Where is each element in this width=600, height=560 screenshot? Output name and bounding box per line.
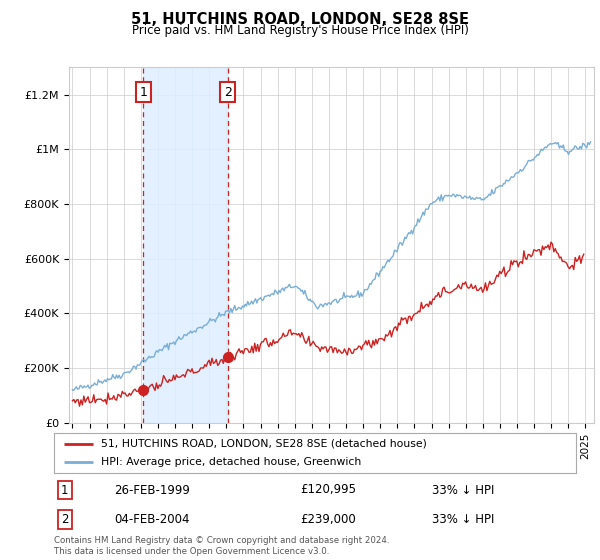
Text: £120,995: £120,995 [300, 483, 356, 497]
Text: 2: 2 [224, 86, 232, 99]
Text: 04-FEB-2004: 04-FEB-2004 [114, 513, 190, 526]
Text: 51, HUTCHINS ROAD, LONDON, SE28 8SE: 51, HUTCHINS ROAD, LONDON, SE28 8SE [131, 12, 469, 27]
Text: 33% ↓ HPI: 33% ↓ HPI [432, 483, 494, 497]
Text: 2: 2 [61, 513, 68, 526]
Text: 51, HUTCHINS ROAD, LONDON, SE28 8SE (detached house): 51, HUTCHINS ROAD, LONDON, SE28 8SE (det… [101, 439, 427, 449]
Text: 1: 1 [61, 483, 68, 497]
Text: HPI: Average price, detached house, Greenwich: HPI: Average price, detached house, Gree… [101, 458, 361, 467]
Text: 26-FEB-1999: 26-FEB-1999 [114, 483, 190, 497]
Text: 1: 1 [139, 86, 148, 99]
Bar [143, 67, 228, 423]
Text: Price paid vs. HM Land Registry's House Price Index (HPI): Price paid vs. HM Land Registry's House … [131, 24, 469, 36]
Text: £239,000: £239,000 [300, 513, 356, 526]
Text: 33% ↓ HPI: 33% ↓ HPI [432, 513, 494, 526]
Text: Contains HM Land Registry data © Crown copyright and database right 2024.
This d: Contains HM Land Registry data © Crown c… [54, 536, 389, 556]
